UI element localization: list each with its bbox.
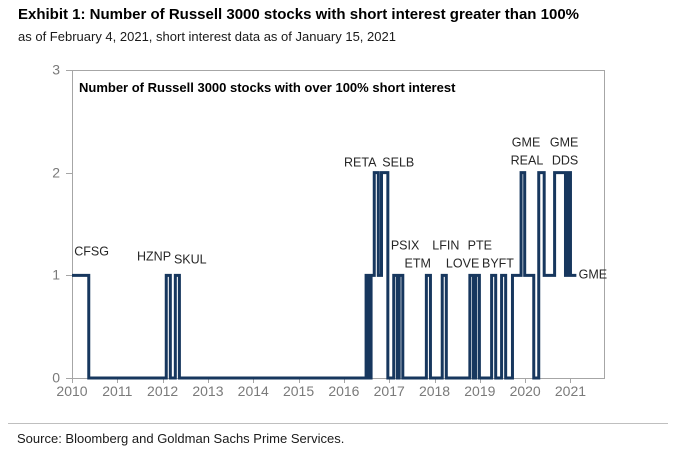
x-tick-label: 2016 bbox=[328, 383, 360, 399]
x-tick-label: 2013 bbox=[192, 383, 224, 399]
chart-inner-title: Number of Russell 3000 stocks with over … bbox=[79, 80, 456, 95]
x-tick-label: 2017 bbox=[373, 383, 405, 399]
ticker-label-pte: PTE bbox=[467, 238, 492, 253]
y-tick-label: 1 bbox=[52, 267, 60, 284]
x-tick-label: 2020 bbox=[509, 383, 541, 399]
exhibit-subtitle: as of February 4, 2021, short interest d… bbox=[18, 29, 396, 44]
ticker-label-selb: SELB bbox=[382, 155, 415, 170]
exhibit-title: Exhibit 1: Number of Russell 3000 stocks… bbox=[18, 6, 579, 23]
ticker-label-etm: ETM bbox=[404, 256, 431, 271]
ticker-label-skul: SKUL bbox=[173, 252, 207, 267]
plot-border bbox=[72, 70, 605, 379]
ticker-label-reta: RETA bbox=[343, 155, 377, 170]
ticker-label-hznp: HZNP bbox=[137, 249, 172, 264]
ticker-label-psix: PSIX bbox=[390, 238, 420, 253]
series-step-line bbox=[72, 171, 577, 380]
x-tick-label: 2019 bbox=[464, 383, 496, 399]
ticker-label-real: REAL bbox=[510, 153, 544, 167]
y-tick-label: 3 bbox=[52, 61, 60, 78]
x-tick-label: 2018 bbox=[418, 383, 451, 399]
x-tick-label: 2010 bbox=[56, 383, 88, 399]
x-tick-label: 2012 bbox=[147, 383, 179, 399]
y-tick-label: 0 bbox=[52, 369, 60, 386]
x-tick-label: 2014 bbox=[237, 383, 269, 399]
ticker-label-dds: DDS bbox=[551, 153, 579, 167]
y-tick-label: 2 bbox=[52, 164, 60, 181]
x-tick-label: 2021 bbox=[554, 383, 587, 399]
footer-divider bbox=[8, 423, 668, 424]
ticker-label-lfin: LFIN bbox=[432, 238, 460, 253]
x-tick-label: 2011 bbox=[102, 383, 133, 399]
ticker-label-byft: BYFT bbox=[481, 256, 514, 271]
ticker-label-gme: GME bbox=[511, 135, 541, 150]
ticker-label-gme: GME bbox=[578, 267, 608, 282]
ticker-label-gme: GME bbox=[549, 135, 579, 150]
ticker-label-love: LOVE bbox=[445, 256, 480, 271]
ticker-label-cfsg: CFSG bbox=[74, 244, 109, 259]
source-note: Source: Bloomberg and Goldman Sachs Prim… bbox=[17, 431, 345, 446]
x-tick-label: 2015 bbox=[282, 383, 315, 399]
